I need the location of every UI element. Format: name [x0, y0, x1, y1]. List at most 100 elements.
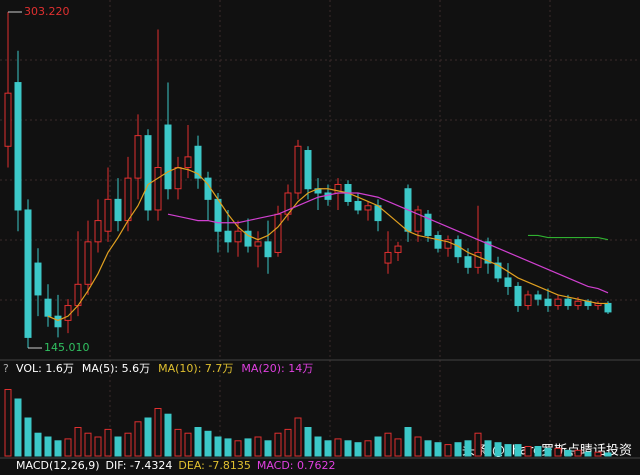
candle-body — [164, 124, 172, 190]
candle-body — [254, 241, 262, 247]
ma-line — [47, 166, 608, 322]
volume-bar — [234, 440, 242, 457]
volume-bar — [94, 436, 102, 457]
candle-body — [564, 298, 572, 307]
volume-bar — [114, 436, 122, 457]
grid — [0, 0, 640, 460]
volume-bar — [394, 438, 402, 457]
candle-body — [484, 241, 492, 264]
volume-bar — [64, 438, 72, 457]
volume-bar — [444, 444, 452, 457]
candle-body — [544, 298, 552, 307]
volume-bar — [514, 444, 522, 457]
volume-bar — [374, 436, 382, 457]
candle-body — [264, 241, 272, 258]
candle-body — [134, 135, 142, 179]
candle-body — [84, 241, 92, 285]
candle-body — [194, 145, 202, 179]
help[interactable]: ? — [3, 362, 9, 375]
volume-bar — [284, 428, 292, 457]
volume-bar — [604, 452, 612, 457]
volume-bar — [224, 438, 232, 457]
volume-bar — [124, 432, 132, 457]
volume-bar — [314, 436, 322, 457]
candle-body — [324, 192, 332, 200]
macd-legend: DIF: -7.4324 — [106, 459, 173, 472]
volume-bar — [174, 428, 182, 457]
volume-bar — [584, 451, 592, 457]
candle-body — [574, 300, 582, 307]
volume-bar — [414, 436, 422, 457]
extreme-label: 303.220 — [24, 5, 70, 18]
volume-bar — [564, 449, 572, 457]
volume-bar — [464, 440, 472, 457]
volume-bar — [204, 430, 212, 457]
volume-bar — [354, 442, 362, 457]
volume-bar — [34, 432, 42, 457]
volume-bar — [254, 436, 262, 457]
macd-legend: DEA: -7.8135 — [178, 459, 250, 472]
volume-bar — [144, 417, 152, 457]
volume-bar — [54, 440, 62, 457]
extreme-label: 145.010 — [44, 341, 90, 354]
volume-bar — [294, 417, 302, 457]
volume-bar — [574, 449, 582, 457]
candle-body — [64, 305, 72, 321]
volume-bar — [404, 427, 412, 457]
candle-body — [394, 245, 402, 253]
volume-bar — [84, 432, 92, 457]
candle-body — [604, 302, 612, 313]
candle-body — [234, 230, 242, 243]
volume-legend: MA(10): 7.7万 — [158, 362, 233, 375]
candle-body — [554, 298, 562, 307]
volume-legend: VOL: 1.6万 — [16, 362, 74, 375]
volume-legend: MA(20): 14万 — [241, 362, 313, 375]
candle-body — [154, 167, 162, 211]
volume-bar — [184, 432, 192, 457]
macd-legend: MACD: 0.7622 — [257, 459, 336, 472]
volume-bar — [474, 432, 482, 457]
candle-body — [104, 198, 112, 232]
volume-bar — [154, 408, 162, 457]
candle-body — [184, 156, 192, 169]
candle-body — [524, 294, 532, 307]
candle-body — [94, 220, 102, 243]
volume-bar — [524, 446, 532, 457]
volume-bar — [274, 432, 282, 457]
volume-bar — [304, 427, 312, 457]
candle-body — [464, 256, 472, 268]
volume-bar — [74, 427, 82, 457]
volume-legend: MA(5): 5.6万 — [82, 362, 150, 375]
candle-body — [434, 234, 442, 249]
candle-body — [44, 298, 52, 317]
volume-bar — [594, 451, 602, 457]
candle-body — [244, 230, 252, 247]
volume-bar — [344, 440, 352, 457]
volume-bar — [264, 440, 272, 457]
volume-bar — [244, 438, 252, 457]
volume-bar — [534, 446, 542, 457]
candle-body — [514, 285, 522, 307]
candle-body — [444, 239, 452, 249]
volume-bar — [164, 413, 172, 457]
candle-body — [494, 262, 502, 279]
volume-bar — [324, 440, 332, 457]
candle-body — [274, 213, 282, 253]
candle-body — [224, 230, 232, 243]
volume-bar — [194, 427, 202, 457]
candle-body — [144, 135, 152, 211]
volume-bar — [544, 447, 552, 457]
volume-bar — [494, 442, 502, 457]
candle-body — [454, 239, 462, 258]
candle-body — [214, 198, 222, 232]
candle-body — [474, 251, 482, 268]
volume-bar — [14, 398, 22, 457]
candle-body — [294, 145, 302, 194]
candle-body — [14, 82, 22, 211]
volume-bar — [454, 442, 462, 457]
volume-bar — [554, 447, 562, 457]
volume-bar — [214, 436, 222, 457]
